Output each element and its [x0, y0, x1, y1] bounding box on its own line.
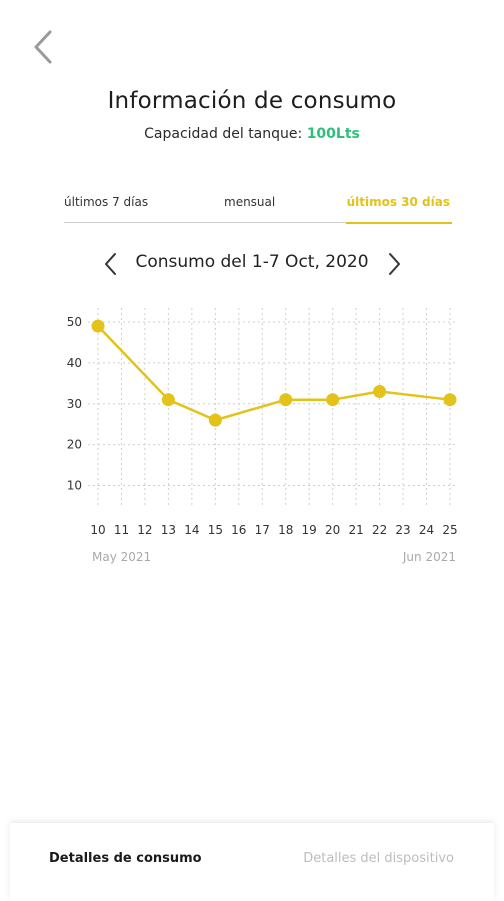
data-point [208, 413, 222, 427]
tab-last-7-days[interactable]: últimos 7 días [64, 195, 149, 209]
y-tick-label: 20 [67, 438, 82, 452]
y-tick-label: 50 [67, 315, 82, 329]
x-tick-label: 10 [90, 523, 105, 537]
x-tick-label: 20 [325, 523, 340, 537]
x-tick-label: 15 [208, 523, 223, 537]
x-tick-label: 17 [255, 523, 270, 537]
data-point [279, 393, 293, 407]
data-point [373, 385, 387, 399]
x-tick-label: 22 [372, 523, 387, 537]
x-month-start-label: May 2021 [92, 550, 151, 564]
chevron-left-icon [34, 30, 52, 64]
tab-monthly[interactable]: mensual [224, 195, 276, 209]
x-tick-label: 11 [114, 523, 129, 537]
data-point [161, 393, 175, 407]
tank-capacity-value: 100Lts [306, 126, 360, 142]
x-tick-label: 21 [348, 523, 363, 537]
x-tick-label: 24 [419, 523, 434, 537]
y-tick-label: 30 [67, 397, 82, 411]
consumption-line-chart: 10 20 30 40 50 10 11 12 13 14 15 16 17 18 19 20 21 22 23 24… [67, 308, 458, 564]
tab-consumption-details[interactable]: Detalles de consumo [49, 851, 202, 866]
chevron-right-icon [389, 253, 400, 275]
period-tabs: últimos 7 días mensual últimos 30 días [64, 192, 452, 224]
x-tick-label: 13 [161, 523, 176, 537]
tank-capacity-label: Capacidad del tanque: [144, 126, 303, 142]
x-tick-label: 23 [395, 523, 410, 537]
period-selector: Consumo del 1-7 Oct, 2020 [0, 248, 504, 280]
previous-period-button[interactable] [100, 250, 122, 278]
x-tick-label: 18 [278, 523, 293, 537]
tab-last-30-days[interactable]: últimos 30 días [346, 195, 450, 209]
tab-device-details[interactable]: Detalles del dispositivo [303, 851, 454, 866]
x-month-end-label: Jun 2021 [402, 550, 456, 564]
period-label: Consumo del 1-7 Oct, 2020 [135, 252, 369, 272]
series-line [97, 325, 451, 422]
x-tick-label: 16 [231, 523, 246, 537]
page-title: Información de consumo [107, 88, 397, 114]
x-tick-label: 25 [442, 523, 457, 537]
bottom-navigation: Detalles de consumo Detalles del disposi… [10, 822, 494, 901]
next-period-button[interactable] [383, 250, 405, 278]
y-tick-label: 10 [67, 479, 82, 493]
y-tick-label: 40 [67, 356, 82, 370]
tank-capacity: Capacidad del tanque: 100Lts [0, 126, 504, 142]
x-tick-label: 19 [302, 523, 317, 537]
active-tab-indicator [346, 222, 452, 224]
data-point [326, 393, 340, 407]
data-point [91, 319, 105, 333]
data-point [443, 393, 457, 407]
chevron-left-icon [105, 253, 116, 275]
x-tick-label: 12 [137, 523, 152, 537]
back-button[interactable] [26, 26, 60, 68]
x-tick-label: 14 [184, 523, 199, 537]
